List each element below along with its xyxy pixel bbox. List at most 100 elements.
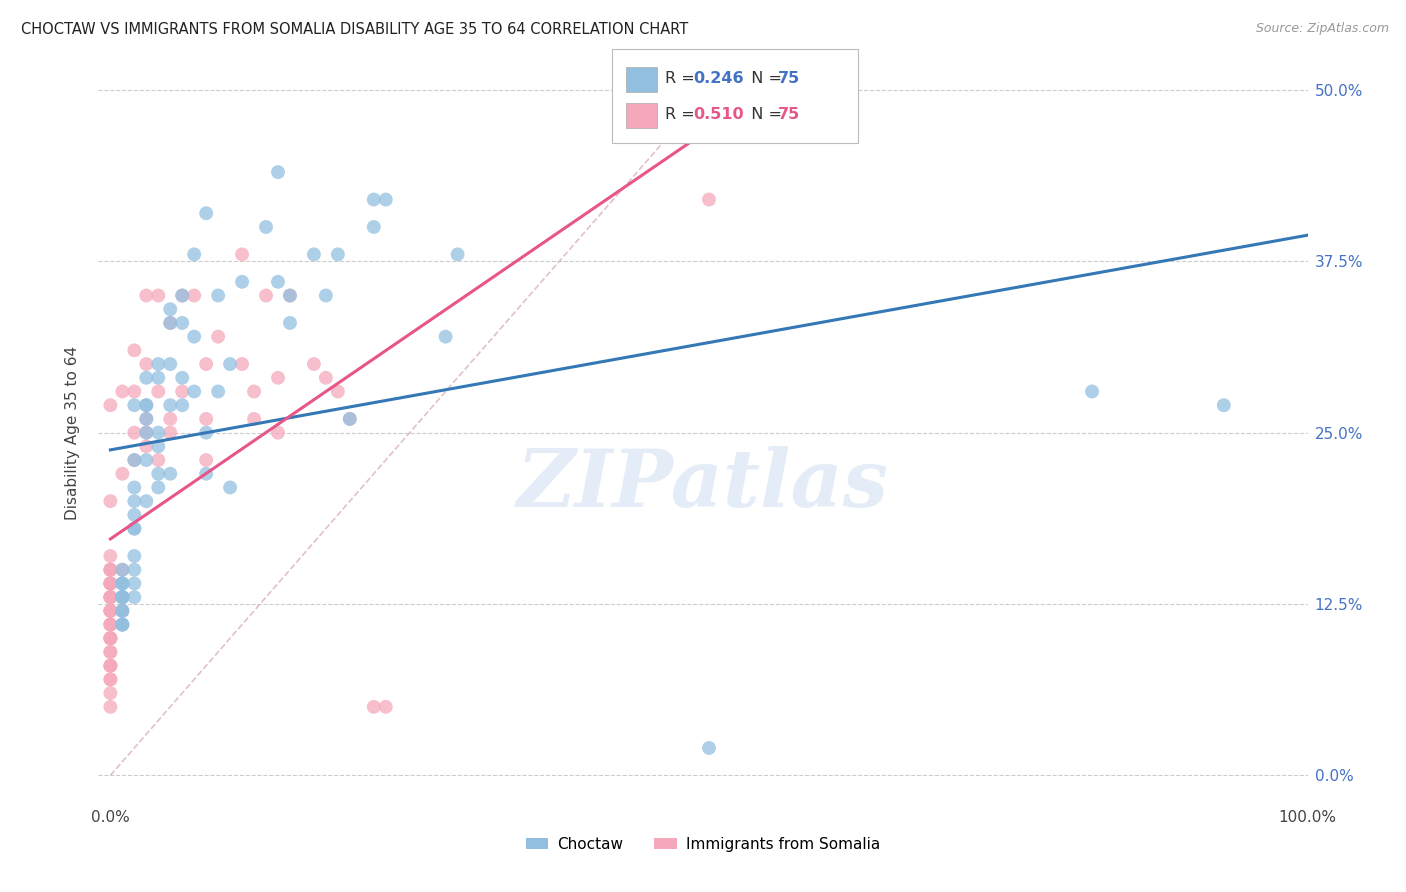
Point xyxy=(363,699,385,714)
Point xyxy=(195,453,218,467)
Point xyxy=(254,288,277,302)
Point xyxy=(135,439,157,453)
Point xyxy=(100,632,122,646)
Point xyxy=(100,563,122,577)
Point xyxy=(100,617,122,632)
Point xyxy=(135,357,157,371)
Point xyxy=(124,576,146,591)
Point xyxy=(326,247,349,261)
Point xyxy=(159,425,181,440)
Point xyxy=(231,247,253,261)
Point xyxy=(135,453,157,467)
Point xyxy=(278,316,301,330)
Point xyxy=(195,206,218,220)
Point xyxy=(339,412,361,426)
Point xyxy=(267,425,290,440)
Point xyxy=(135,398,157,412)
Point xyxy=(172,371,194,385)
Point xyxy=(363,219,385,234)
Point xyxy=(111,617,134,632)
Point xyxy=(124,453,146,467)
Text: N =: N = xyxy=(741,71,787,86)
Point xyxy=(434,329,457,343)
Point xyxy=(135,412,157,426)
Point xyxy=(124,384,146,399)
Point xyxy=(159,357,181,371)
Point xyxy=(207,329,229,343)
Point xyxy=(100,576,122,591)
Text: 0.246: 0.246 xyxy=(693,71,744,86)
Point xyxy=(172,288,194,302)
Point xyxy=(148,371,170,385)
Point xyxy=(100,604,122,618)
Point xyxy=(100,658,122,673)
Point xyxy=(100,590,122,604)
Point xyxy=(111,604,134,618)
Point xyxy=(326,384,349,399)
Point xyxy=(100,398,122,412)
Text: 75: 75 xyxy=(778,107,800,121)
Point xyxy=(124,398,146,412)
Point xyxy=(111,576,134,591)
Point xyxy=(100,563,122,577)
Point xyxy=(195,467,218,481)
Point xyxy=(124,453,146,467)
Point xyxy=(697,193,720,207)
Point xyxy=(100,686,122,700)
Point xyxy=(124,522,146,536)
Point xyxy=(100,658,122,673)
Point xyxy=(195,412,218,426)
Point xyxy=(374,699,396,714)
Point xyxy=(219,480,242,494)
Point xyxy=(111,604,134,618)
Point xyxy=(243,412,266,426)
Point xyxy=(159,316,181,330)
Point xyxy=(183,247,205,261)
Point xyxy=(100,617,122,632)
Y-axis label: Disability Age 35 to 64: Disability Age 35 to 64 xyxy=(65,345,80,520)
Point xyxy=(172,288,194,302)
Point xyxy=(302,357,325,371)
Point xyxy=(267,275,290,289)
Point xyxy=(1212,398,1234,412)
Point xyxy=(446,247,468,261)
Point xyxy=(100,632,122,646)
Point xyxy=(100,617,122,632)
Point xyxy=(195,425,218,440)
Point xyxy=(100,673,122,687)
Point xyxy=(148,480,170,494)
Point xyxy=(302,247,325,261)
Point xyxy=(124,549,146,563)
Point xyxy=(124,480,146,494)
Point xyxy=(111,563,134,577)
Point xyxy=(159,302,181,317)
Point xyxy=(100,604,122,618)
Point xyxy=(148,439,170,453)
Point xyxy=(111,590,134,604)
Point xyxy=(124,563,146,577)
Point xyxy=(148,453,170,467)
Point xyxy=(148,288,170,302)
Point xyxy=(124,590,146,604)
Point xyxy=(100,604,122,618)
Point xyxy=(135,288,157,302)
Point xyxy=(100,563,122,577)
Point xyxy=(111,590,134,604)
Text: 0.510: 0.510 xyxy=(693,107,744,121)
Point xyxy=(315,288,337,302)
Point xyxy=(124,343,146,358)
Point xyxy=(124,494,146,508)
Point xyxy=(111,604,134,618)
Point xyxy=(100,699,122,714)
Point xyxy=(111,590,134,604)
Point xyxy=(100,576,122,591)
Text: CHOCTAW VS IMMIGRANTS FROM SOMALIA DISABILITY AGE 35 TO 64 CORRELATION CHART: CHOCTAW VS IMMIGRANTS FROM SOMALIA DISAB… xyxy=(21,22,689,37)
Point xyxy=(100,494,122,508)
Text: N =: N = xyxy=(741,107,787,121)
Text: R =: R = xyxy=(665,71,700,86)
Point xyxy=(100,590,122,604)
Point xyxy=(207,384,229,399)
Point xyxy=(100,632,122,646)
Point xyxy=(231,357,253,371)
Point xyxy=(267,165,290,179)
